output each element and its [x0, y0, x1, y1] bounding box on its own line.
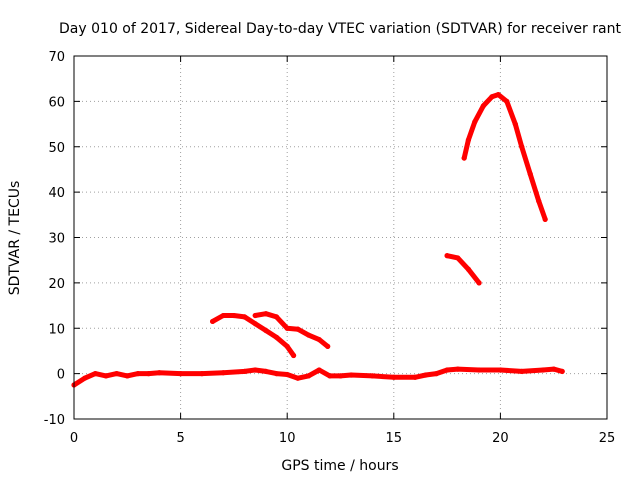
data-point — [220, 370, 226, 376]
data-point — [495, 91, 501, 98]
data-point — [327, 373, 333, 379]
data-point — [290, 352, 297, 359]
data-point — [489, 94, 495, 100]
grid — [74, 56, 607, 419]
data-point — [536, 198, 542, 204]
x-axis-label: GPS time / hours — [281, 458, 398, 474]
x-tick-label: 5 — [176, 431, 184, 446]
data-point — [412, 374, 418, 380]
series-track-d — [461, 92, 548, 222]
axis-ticks: 0 5 10 15 20 25 -10 0 10 20 30 40 50 60 70 — [44, 50, 616, 446]
data-point — [241, 314, 248, 320]
data-point — [263, 327, 269, 334]
y-tick-label: -10 — [44, 413, 65, 428]
data-point — [114, 371, 120, 377]
data-point — [220, 312, 226, 319]
data-point — [252, 321, 258, 327]
data-point — [209, 318, 216, 325]
y-tick-label: 40 — [48, 186, 65, 201]
x-tick-label: 20 — [492, 431, 509, 446]
x-tick-label: 10 — [279, 431, 296, 446]
y-tick-label: 0 — [57, 368, 65, 383]
data-point — [178, 371, 184, 377]
data-point — [146, 371, 152, 377]
data-point — [156, 370, 162, 376]
data-point — [135, 371, 141, 377]
data-point — [527, 171, 533, 177]
data-point — [465, 137, 472, 143]
data-point — [504, 98, 510, 104]
data-point — [295, 375, 301, 381]
data-point — [316, 367, 322, 373]
x-tick-label: 15 — [386, 431, 403, 446]
data-point — [231, 312, 237, 319]
y-tick-label: 10 — [48, 322, 65, 337]
data-point — [241, 368, 248, 374]
data-point — [391, 374, 397, 380]
data-point — [199, 371, 205, 377]
data-point — [369, 373, 376, 379]
data-point — [252, 367, 258, 373]
data-point — [284, 325, 290, 331]
data-point — [559, 368, 565, 374]
data-point — [444, 253, 450, 259]
data-point — [337, 373, 344, 379]
data-point — [519, 368, 525, 374]
series-track-c — [444, 253, 482, 286]
y-axis-label: SDTVAR / TECUs — [7, 181, 23, 296]
data-point — [325, 343, 331, 349]
data-point — [455, 255, 461, 261]
y-tick-label: 20 — [48, 277, 65, 292]
data-point — [472, 119, 478, 125]
data-point — [423, 372, 429, 378]
data-point — [103, 373, 109, 379]
data-point — [124, 373, 130, 379]
data-point — [476, 367, 482, 373]
data-point — [295, 326, 301, 332]
data-point — [273, 314, 280, 320]
x-tick-label: 0 — [70, 431, 78, 446]
y-tick-label: 60 — [48, 95, 65, 110]
data-point — [82, 375, 88, 381]
data-point — [305, 373, 312, 379]
data-point — [519, 144, 525, 150]
data-point — [540, 367, 546, 373]
chart-title: Day 010 of 2017, Sidereal Day-to-day VTE… — [59, 21, 621, 37]
data-point — [263, 311, 269, 317]
data-point — [305, 332, 312, 338]
data-point — [497, 367, 503, 373]
data-point — [476, 280, 482, 286]
data-point — [273, 371, 280, 377]
data-point — [455, 366, 461, 372]
data-point — [465, 266, 472, 272]
data-point — [252, 312, 258, 319]
y-tick-label: 50 — [48, 141, 65, 156]
data-point — [551, 366, 557, 372]
x-tick-label: 25 — [599, 431, 616, 446]
data-point — [263, 368, 269, 374]
data-point — [92, 371, 98, 377]
data-point — [284, 343, 290, 349]
data-point — [480, 103, 486, 109]
y-tick-label: 70 — [48, 50, 65, 65]
data-point — [273, 334, 280, 340]
data-point — [348, 372, 354, 378]
plot-frame — [73, 55, 608, 420]
y-tick-label: 30 — [48, 232, 65, 247]
data-point — [444, 367, 450, 373]
data-point — [433, 371, 440, 377]
data-point — [316, 336, 322, 343]
plot-series — [71, 91, 565, 388]
data-point — [461, 155, 467, 161]
data-point — [512, 121, 518, 127]
data-point — [542, 216, 548, 222]
data-point — [284, 371, 290, 378]
